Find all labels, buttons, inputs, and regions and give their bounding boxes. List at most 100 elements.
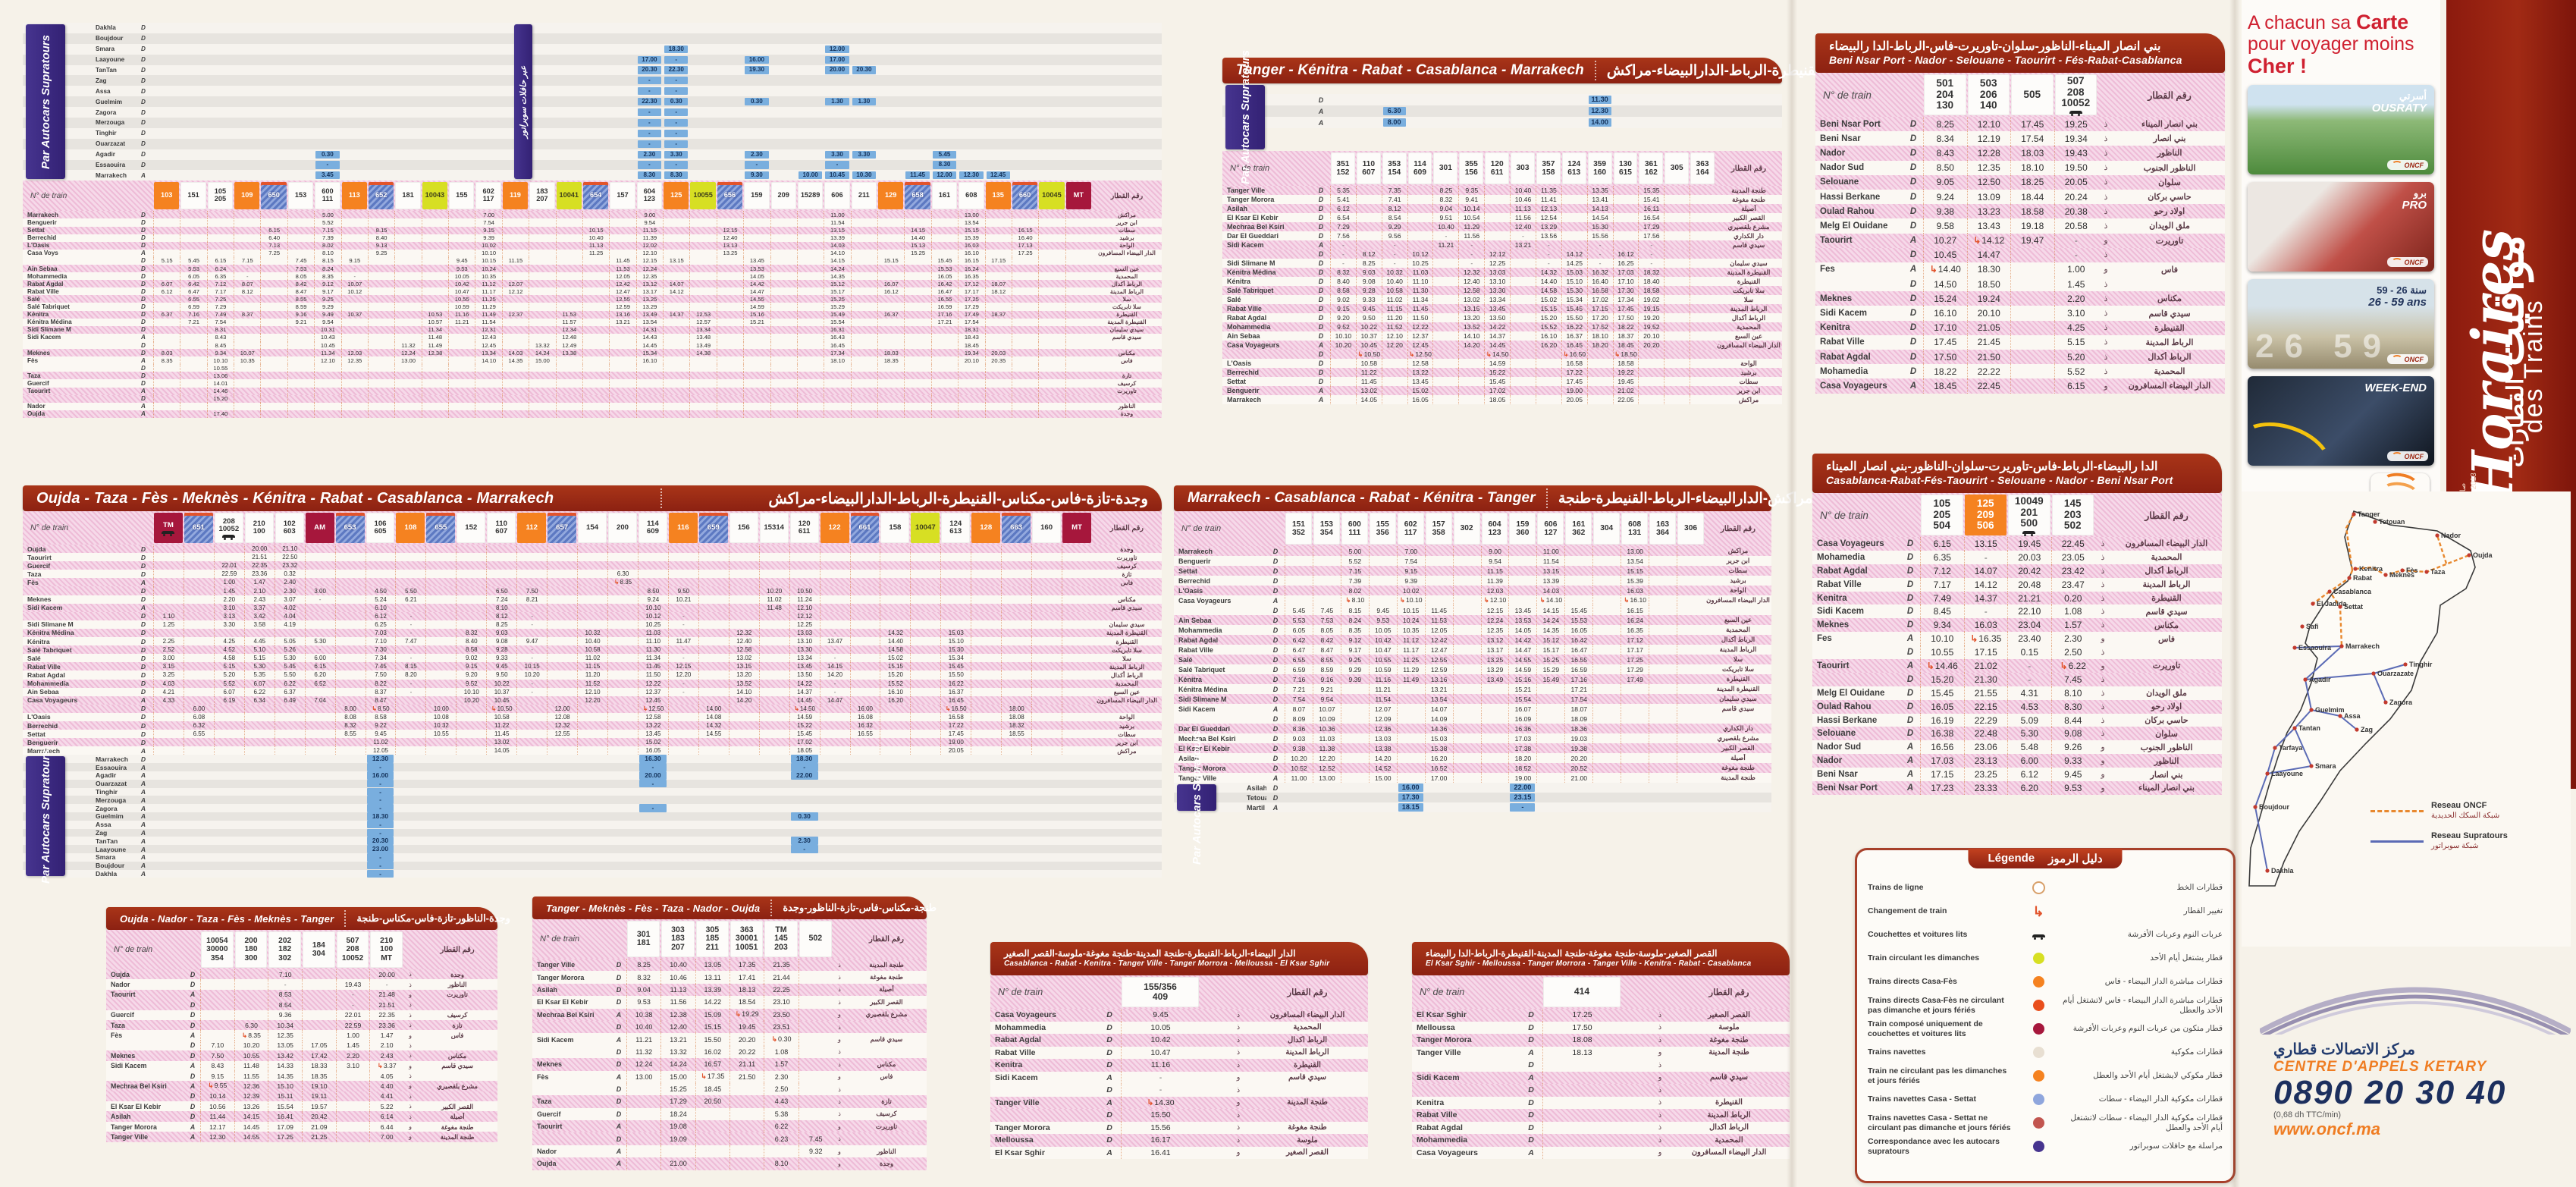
time-cell — [849, 545, 880, 554]
time-value: 9.51 — [1439, 214, 1453, 221]
time-cell — [850, 272, 877, 281]
time-value: 7.25 — [268, 250, 281, 257]
time-cell — [394, 249, 421, 257]
time-cell: 1.47 — [243, 578, 275, 587]
time-cell: 12.15 — [635, 256, 663, 265]
time-cell: 10.00 — [425, 704, 456, 713]
time-cell — [1621, 714, 1649, 724]
time-cell: 9.03 — [486, 628, 516, 638]
time-cell: ↳8.10 — [1340, 595, 1369, 605]
time-cell: 9.12 — [1340, 635, 1369, 645]
time-cell — [850, 410, 877, 418]
time-cell — [698, 578, 729, 587]
station-name: Berrechid — [27, 234, 57, 242]
time-cell: 7.24 — [486, 595, 516, 604]
supratours-bus-time: - — [366, 763, 394, 771]
time-value: 16.55 — [857, 730, 873, 738]
time-cell: 13.29 — [1480, 664, 1509, 674]
time-cell — [334, 611, 366, 620]
time-cell — [1535, 368, 1561, 377]
supratours-time-cell: - — [789, 762, 820, 772]
time-cell — [637, 561, 668, 570]
time-cell: 8.35 — [314, 272, 340, 281]
time-cell: 14.40 — [1535, 277, 1561, 286]
time-cell — [456, 738, 486, 747]
time-cell — [1677, 586, 1705, 595]
time-cell — [1062, 712, 1092, 721]
time-cell — [667, 696, 698, 705]
time-cell — [1690, 213, 1715, 222]
time-cell: 9.25 — [314, 295, 340, 303]
time-cell — [689, 211, 716, 219]
time-value: 8.00 — [344, 705, 356, 712]
station-row: Casa Voyageurs A ↳8.10 ↳10.10 ↳12.10 ↳14.10 ↳1… — [1174, 595, 1771, 605]
time-cell — [260, 394, 287, 403]
station-name-arabic: مكناس — [1118, 349, 1136, 356]
station-name: Guercif — [27, 379, 49, 387]
time-cell: 11.21 — [1368, 684, 1397, 694]
time-cell — [1424, 586, 1453, 595]
time-cell — [153, 402, 180, 410]
time-value: 10.08 — [433, 713, 449, 721]
time-cell: 17.25 — [1621, 655, 1649, 664]
time-cell — [260, 318, 287, 326]
departure-arrival-letter: A — [140, 763, 146, 771]
time-value: 7.50 — [526, 587, 538, 595]
time-cell — [1612, 231, 1639, 240]
departure-arrival-letter: D — [140, 612, 146, 620]
time-value: 10.54 — [1464, 214, 1480, 221]
time-cell — [153, 628, 184, 638]
train-number-cell: 125 — [664, 182, 689, 210]
time-cell — [421, 287, 448, 296]
time-value: - — [409, 620, 413, 628]
time-cell: 9.13 — [367, 241, 394, 250]
time-value: 8.36 — [1292, 724, 1306, 733]
time-value: 9.33 — [495, 655, 508, 662]
time-cell — [819, 570, 850, 579]
station-name-arabic: الناظور — [1118, 403, 1136, 410]
time-cell — [849, 738, 880, 747]
time-cell: 8.32 — [1330, 268, 1356, 277]
time-cell: 6.12 — [1330, 204, 1356, 213]
time-cell — [1677, 674, 1705, 684]
time-cell — [698, 628, 729, 638]
time-value: 9.15 — [483, 227, 495, 234]
departure-arrival-letter: D — [1318, 332, 1324, 340]
time-value: 15.53 — [1570, 616, 1588, 624]
time-cell — [819, 595, 850, 604]
time-cell — [206, 249, 234, 257]
time-cell: 17.25 — [1011, 249, 1038, 257]
time-value: 15.50 — [1566, 314, 1583, 322]
time-cell: 9.35 — [1458, 186, 1484, 195]
station-row: Rabat Agdal D 6.07 6.42 7.12 8.07 8.42 9.12 10.0… — [23, 280, 1162, 288]
time-cell: 11.50 — [637, 670, 668, 680]
station-name: Fès — [27, 578, 39, 586]
time-cell — [743, 249, 770, 257]
time-cell: 10.20 — [758, 586, 789, 595]
time-cell: 17.45 — [940, 730, 971, 739]
station-name: Sidi Kacem — [1227, 241, 1264, 249]
station-name-arabic: الرباط أكدال — [1112, 280, 1142, 287]
time-cell: 20.05 — [940, 746, 971, 755]
time-value: 11.57 — [562, 319, 576, 326]
time-cell — [1664, 295, 1690, 304]
time-value: 5.45 — [1292, 606, 1306, 614]
time-cell — [607, 687, 638, 696]
time-cell: 16.35 — [958, 272, 984, 281]
time-cell — [340, 387, 368, 395]
time-cell — [1011, 318, 1038, 326]
time-cell — [984, 218, 1012, 227]
time-cell: 11.54 — [475, 318, 501, 326]
time-value: 15.25 — [911, 250, 926, 257]
time-cell — [1561, 186, 1587, 195]
time-cell — [234, 249, 260, 257]
time-cell — [260, 265, 287, 273]
time-value: 13.02 — [1360, 387, 1378, 394]
supratours-bus-time: - — [637, 108, 662, 117]
time-cell — [234, 364, 260, 372]
time-value: 14.55 — [749, 295, 764, 303]
time-cell — [796, 402, 824, 410]
time-cell: 13.49 — [1480, 674, 1509, 684]
time-cell — [516, 730, 547, 739]
time-value: 6.49 — [284, 696, 296, 704]
